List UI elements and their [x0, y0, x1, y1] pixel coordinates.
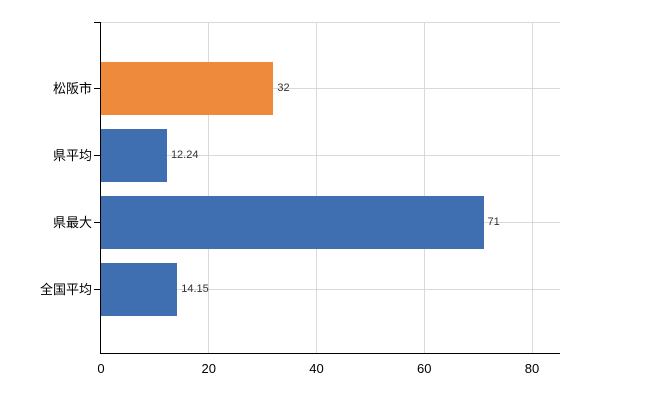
x-gridline — [316, 22, 317, 353]
bar-2 — [101, 196, 484, 249]
x-axis-tick-label: 20 — [201, 361, 216, 376]
bar-1 — [101, 129, 167, 182]
y-axis-top-tick — [94, 22, 101, 23]
category-label: 県最大 — [52, 215, 92, 230]
x-gridline — [208, 22, 210, 353]
bar-value-label: 12.24 — [170, 149, 199, 161]
x-axis-tick-label: 0 — [97, 361, 105, 376]
x-axis-tick-label: 80 — [524, 361, 540, 376]
bar-value-label: 71 — [487, 216, 500, 228]
bar-0 — [101, 62, 274, 115]
bar-3 — [101, 263, 178, 316]
y-axis-tick — [94, 222, 101, 223]
bar-value-label: 32 — [277, 82, 290, 94]
y-axis-tick — [94, 289, 101, 290]
y-axis-line — [100, 22, 101, 354]
y-axis-tick — [94, 88, 101, 89]
category-gridline — [101, 289, 560, 290]
x-axis-tick-label: 60 — [417, 361, 432, 376]
x-axis-line — [100, 353, 560, 354]
y-axis-tick — [94, 155, 101, 156]
category-label: 全国平均 — [39, 282, 92, 297]
category-label: 松阪市 — [52, 81, 92, 96]
category-gridline — [101, 155, 560, 156]
x-gridline — [423, 22, 425, 353]
category-label: 県平均 — [52, 148, 92, 163]
plot-top-gridline — [101, 22, 560, 23]
bar-value-label: 14.15 — [181, 283, 209, 295]
category-gridline — [101, 88, 560, 89]
x-gridline — [531, 22, 533, 353]
x-axis-tick-label: 40 — [309, 361, 324, 376]
